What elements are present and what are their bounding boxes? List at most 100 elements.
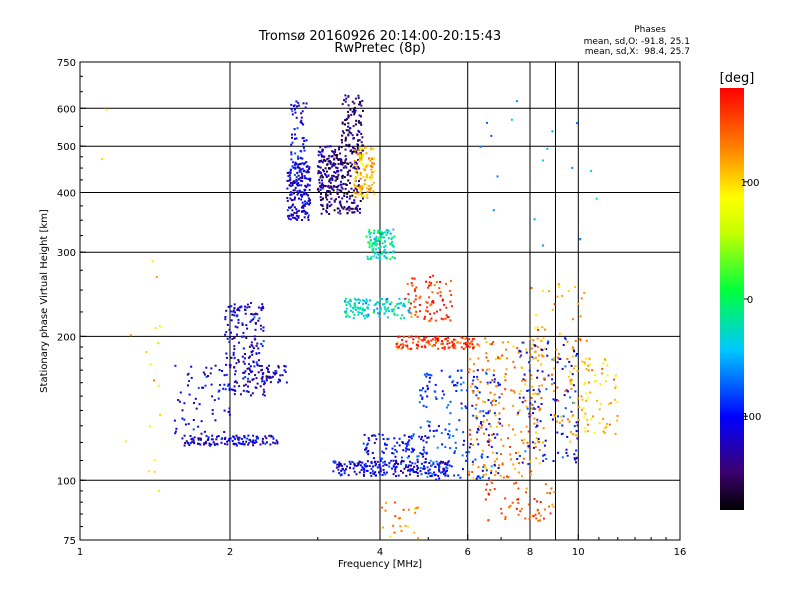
data-point xyxy=(369,239,372,242)
data-point xyxy=(354,207,357,210)
data-point xyxy=(236,326,239,329)
data-point xyxy=(616,401,619,404)
data-point xyxy=(567,375,570,378)
data-point xyxy=(293,216,296,219)
data-point xyxy=(320,192,322,195)
data-point xyxy=(387,229,390,232)
data-point xyxy=(487,519,490,522)
data-point xyxy=(357,96,360,99)
data-point xyxy=(354,97,357,100)
data-point xyxy=(416,315,419,318)
data-point xyxy=(564,407,567,410)
data-point xyxy=(518,409,521,412)
data-point xyxy=(567,390,569,393)
data-point xyxy=(394,515,397,518)
data-point xyxy=(530,407,533,410)
data-point xyxy=(376,243,379,245)
data-point xyxy=(188,380,190,382)
data-point xyxy=(571,415,574,418)
y-tick-label: 300 xyxy=(57,248,76,259)
data-point xyxy=(294,133,296,136)
data-point xyxy=(366,258,369,260)
data-point xyxy=(472,370,475,373)
data-point xyxy=(304,210,307,213)
data-point xyxy=(580,395,583,398)
data-point xyxy=(240,305,243,308)
data-point xyxy=(308,184,311,187)
data-point xyxy=(286,171,289,174)
data-point xyxy=(414,313,417,316)
data-point xyxy=(288,171,291,174)
data-point xyxy=(225,363,227,366)
data-point xyxy=(441,342,444,345)
data-point xyxy=(440,460,443,463)
data-point xyxy=(361,136,364,139)
data-point xyxy=(435,478,438,481)
data-point xyxy=(264,442,267,445)
data-point xyxy=(583,416,586,419)
data-point xyxy=(237,359,240,361)
data-point xyxy=(341,177,344,180)
data-point xyxy=(328,145,331,148)
data-point xyxy=(223,431,226,433)
data-point xyxy=(575,354,578,357)
data-point xyxy=(222,387,225,390)
data-point xyxy=(423,451,426,454)
data-point xyxy=(341,122,344,125)
data-point xyxy=(407,441,410,444)
data-point xyxy=(214,364,217,367)
data-point xyxy=(568,420,571,423)
data-point xyxy=(373,170,376,173)
data-point xyxy=(333,460,336,463)
data-point xyxy=(469,428,472,431)
data-point xyxy=(536,326,539,329)
data-point xyxy=(233,385,236,388)
data-point xyxy=(296,166,299,169)
data-point xyxy=(336,463,339,466)
data-point xyxy=(441,397,444,400)
data-point xyxy=(319,166,322,169)
data-point xyxy=(412,338,415,341)
data-point xyxy=(384,463,387,466)
data-point xyxy=(301,157,304,160)
data-point xyxy=(465,451,468,454)
data-point xyxy=(366,315,369,318)
data-point xyxy=(465,345,468,348)
data-point xyxy=(158,325,161,328)
data-point xyxy=(309,202,312,205)
y-tick-label: 200 xyxy=(57,332,76,343)
data-point xyxy=(336,188,339,191)
data-point xyxy=(472,476,475,479)
data-point xyxy=(489,479,492,482)
data-point xyxy=(437,464,440,467)
data-point xyxy=(427,341,430,344)
data-point xyxy=(211,412,214,415)
data-point xyxy=(321,148,324,151)
data-point xyxy=(286,199,289,202)
data-point xyxy=(614,432,617,435)
data-point xyxy=(366,460,369,463)
data-point xyxy=(295,176,298,179)
data-point xyxy=(413,531,416,534)
data-point xyxy=(333,200,336,203)
data-point xyxy=(494,399,497,402)
colorbar-tick-label: 0 xyxy=(747,295,753,306)
data-point xyxy=(539,420,542,423)
data-point xyxy=(538,512,540,515)
data-point xyxy=(490,134,493,137)
data-point xyxy=(369,189,372,192)
data-point xyxy=(307,214,310,217)
data-point xyxy=(348,316,351,318)
data-point xyxy=(272,437,275,440)
data-point xyxy=(284,365,287,368)
data-point xyxy=(235,444,238,447)
data-point xyxy=(453,344,456,347)
data-point xyxy=(595,379,597,382)
data-point xyxy=(509,453,512,456)
data-point xyxy=(420,345,423,348)
data-point xyxy=(319,171,322,174)
data-point xyxy=(511,501,514,504)
data-point xyxy=(545,348,548,350)
data-point xyxy=(321,205,324,208)
data-point xyxy=(500,453,502,455)
